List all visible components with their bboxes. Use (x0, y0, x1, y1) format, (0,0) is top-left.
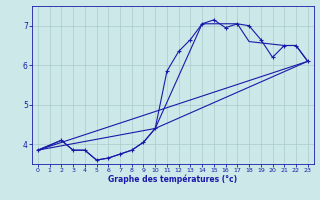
X-axis label: Graphe des températures (°c): Graphe des températures (°c) (108, 175, 237, 184)
